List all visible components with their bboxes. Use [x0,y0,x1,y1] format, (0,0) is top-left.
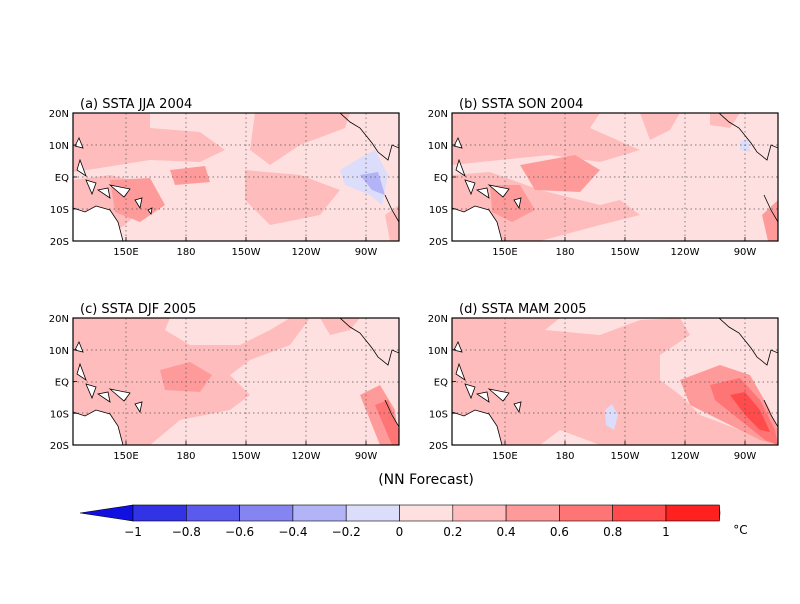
panel-d-lon-label: 90W [734,451,757,462]
panel-d-lat-label: 20S [429,441,448,452]
panel-a-lat-label: 10N [49,141,69,152]
colorbar-swatch [239,504,294,522]
colorbar-tick-label: −1 [124,525,142,539]
colorbar-tick-label: 0.4 [497,525,516,539]
panel-d-lon-label: 120W [671,451,700,462]
panel-c: (c) SSTA DJF 2005 [72,302,400,446]
panel-d-lat-label: 20N [428,314,448,325]
panel-c-lat-label: 10N [49,346,69,357]
panel-c-coastlines [73,318,399,445]
panel-d-lon-label: 150E [492,451,517,462]
colorbar: −1 −0.8 −0.6 −0.4 −0.2 0 0.2 0.4 0.6 0.8 1 °C [79,504,748,539]
panel-c-lon-label: 150W [232,451,261,462]
panel-a-lon-label: 90W [355,247,378,258]
colorbar-swatch [345,504,400,522]
panel-a-lat-label: EQ [55,173,69,184]
panel-c-title: (c) SSTA DJF 2005 [80,302,196,317]
panel-a-lat-label: 20S [50,237,69,248]
colorbar-swatch [452,504,507,522]
panel-d: (d) SSTA MAM 2005 [451,302,779,446]
panel-d-title: (d) SSTA MAM 2005 [459,302,587,317]
panel-b-lat-label: EQ [434,173,448,184]
panel-b-lon-label: 180 [555,247,574,258]
panel-a-lon-label: 150E [113,247,138,258]
panel-b-gridlines [452,113,778,241]
panel-b-lat-label: 10S [429,205,448,216]
colorbar-tick-label: 0.2 [443,525,462,539]
panel-c-lat-label: EQ [55,378,69,389]
panel-a-gridlines [73,113,399,241]
figure-subtitle: (NN Forecast) [378,472,474,488]
colorbar-tick-label: −0.4 [278,525,307,539]
panel-b-coastlines [452,113,778,241]
panel-a-field [73,113,399,241]
panel-a: (a) SSTA JJA 2004 [72,97,400,242]
colorbar-swatch [186,504,240,522]
axis-labels: 20N 10N EQ 10S 20S 150E 180 150W 120W 90W 20N 10N EQ… [49,109,757,462]
colorbar-swatch [292,504,347,522]
panel-a-lon-label: 180 [176,247,195,258]
panel-b-lon-label: 90W [734,247,757,258]
panel-c-lon-label: 150E [113,451,138,462]
panel-c-lat-label: 20N [49,314,69,325]
panel-d-lon-label: 180 [555,451,574,462]
panel-c-gridlines [73,318,399,445]
panel-d-field [452,318,778,445]
colorbar-swatch [132,504,187,522]
colorbar-swatch [612,504,667,522]
colorbar-left-arrow [79,504,134,522]
panel-c-lon-label: 120W [292,451,321,462]
colorbar-tick-label: 0.6 [550,525,569,539]
colorbar-swatch [559,504,614,522]
colorbar-tick-label: 0 [396,525,404,539]
colorbar-tick-label: −0.8 [172,525,201,539]
panel-d-lat-label: EQ [434,378,448,389]
colorbar-tick-label: −0.6 [225,525,254,539]
panel-c-field [73,318,399,445]
panel-b-lon-label: 120W [671,247,700,258]
panel-a-coastlines [73,113,399,241]
panel-a-title: (a) SSTA JJA 2004 [80,97,192,112]
panel-b-lat-label: 10N [428,141,448,152]
colorbar-unit: °C [733,523,747,537]
panel-b-lat-label: 20N [428,109,448,120]
panel-a-lat-label: 20N [49,109,69,120]
panel-b-title: (b) SSTA SON 2004 [459,97,583,112]
colorbar-tick-label: 1 [662,525,670,539]
panel-c-lat-label: 20S [50,441,69,452]
panel-d-gridlines [452,318,778,445]
panel-d-lon-label: 150W [611,451,640,462]
colorbar-swatch [665,504,720,522]
panel-d-lat-label: 10N [428,346,448,357]
colorbar-tick-label: −0.2 [332,525,361,539]
panel-c-lon-label: 90W [355,451,378,462]
panel-c-lat-label: 10S [50,409,69,420]
panel-b-field [452,113,778,241]
panel-b-lat-label: 20S [429,237,448,248]
panel-a-lat-label: 10S [50,205,69,216]
colorbar-tick-label: 0.8 [603,525,622,539]
colorbar-swatch [399,504,454,522]
panel-c-lon-label: 180 [176,451,195,462]
panel-a-lon-label: 150W [232,247,261,258]
colorbar-swatch [505,504,560,522]
panel-d-coastlines [452,318,778,445]
panel-b-lon-label: 150E [492,247,517,258]
colorbar-right-arrow [718,504,721,522]
panel-a-lon-label: 120W [292,247,321,258]
panel-b: (b) SSTA SON 2004 [451,97,779,242]
panel-b-lon-label: 150W [611,247,640,258]
panel-d-lat-label: 10S [429,409,448,420]
